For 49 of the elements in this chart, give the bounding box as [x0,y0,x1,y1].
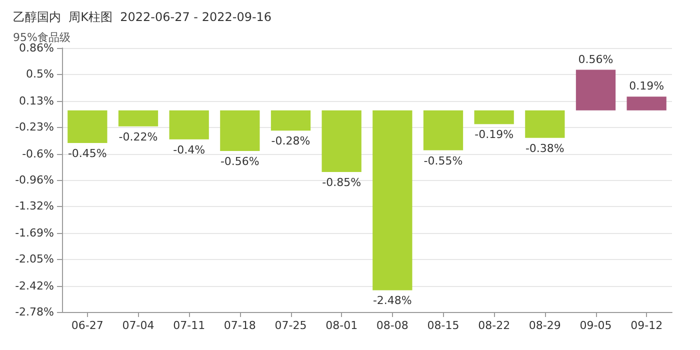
y-tick-label: -2.78% [15,306,54,318]
bar [68,110,108,144]
bar [118,110,158,126]
data-label: -0.28% [271,134,310,148]
chart-title: 乙醇国内 周K柱图 2022-06-27 - 2022-09-16 [13,10,272,24]
data-label: -0.19% [474,128,514,142]
bar [322,110,362,172]
y-tick-label: -2.42% [15,279,54,292]
x-tick-label: 08-15 [427,319,460,332]
y-tick-label: -0.96% [15,174,54,186]
bar [220,110,260,151]
x-tick-label: 09-05 [580,319,612,332]
y-tick-label: -1.32% [15,200,54,213]
bar [626,96,666,110]
bar [372,110,412,290]
x-tick-label: 07-11 [173,319,206,332]
data-label: -0.45% [68,147,107,160]
x-tick-label: 07-04 [122,319,154,332]
data-label: -0.85% [322,176,362,190]
y-tick-label: 0.5% [26,68,54,81]
y-tick-label: 0.86% [19,42,54,54]
bar [423,110,464,150]
data-label: -0.56% [220,154,260,168]
y-tick-label: -2.05% [15,252,54,266]
y-tick-label: -1.69% [15,226,54,240]
chart-subtitle: 95%食品级 [13,31,70,44]
x-tick-label: 08-22 [478,319,510,332]
bar [525,110,565,138]
data-label: -2.48% [372,294,412,308]
bar [576,70,616,110]
x-tick-label: 09-12 [630,319,663,332]
data-label: -0.22% [118,130,158,144]
x-tick-label: 08-08 [376,319,408,332]
data-label: -0.38% [525,142,564,155]
x-tick-label: 07-25 [274,319,307,332]
data-label: -0.55% [424,154,463,168]
x-tick-label: 07-18 [224,319,256,332]
x-tick-label: 08-01 [326,319,358,332]
bar [474,110,514,124]
y-tick-label: -0.6% [22,147,54,160]
x-tick-label: 06-27 [71,319,104,332]
y-tick-label: 0.13% [19,94,54,108]
bar [169,110,209,140]
bar [270,110,311,131]
data-label: 0.56% [578,52,614,66]
x-tick-label: 08-29 [528,319,561,332]
y-tick-label: -0.23% [15,120,54,134]
data-label: 0.19% [629,80,664,93]
data-label: -0.4% [173,143,206,156]
